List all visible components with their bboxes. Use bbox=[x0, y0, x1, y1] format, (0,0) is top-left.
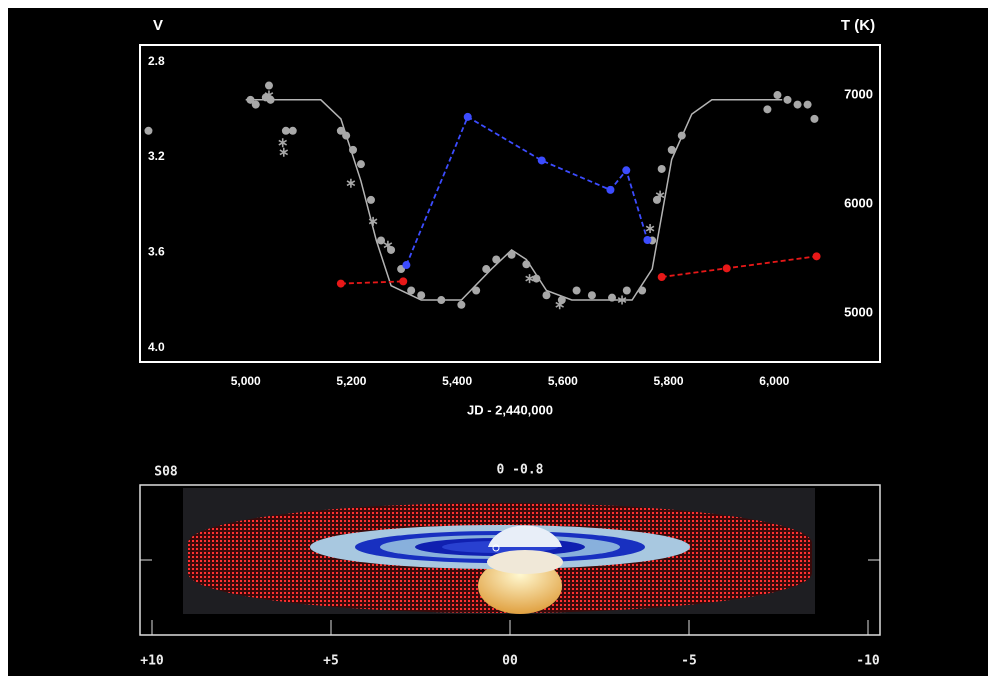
data-point bbox=[336, 126, 345, 135]
asterisk-point bbox=[525, 274, 534, 284]
y-tick-label: 4.0 bbox=[148, 340, 165, 354]
asterisk-point bbox=[617, 295, 627, 305]
x-tick-label: 5,800 bbox=[654, 374, 684, 388]
data-point bbox=[144, 126, 153, 135]
data-point bbox=[356, 160, 365, 169]
plot-frame bbox=[139, 44, 881, 363]
annotation: S08 bbox=[154, 465, 178, 480]
line-marker bbox=[402, 261, 411, 270]
data-point bbox=[407, 286, 416, 295]
y-axis-label: V bbox=[153, 17, 163, 34]
y-tick-label: 3.2 bbox=[148, 149, 165, 163]
data-point bbox=[246, 95, 255, 104]
data-line bbox=[340, 280, 404, 285]
data-point bbox=[472, 286, 481, 295]
data-point bbox=[457, 300, 466, 309]
data-point bbox=[264, 81, 273, 90]
data-point bbox=[366, 195, 375, 204]
asterisk-point bbox=[278, 138, 288, 148]
data-point bbox=[608, 293, 617, 302]
data-point bbox=[542, 291, 551, 300]
annotation: 0 -0.8 bbox=[497, 463, 544, 478]
data-point bbox=[251, 100, 260, 109]
data-point bbox=[657, 164, 666, 173]
asterisk-point bbox=[383, 240, 393, 250]
data-point bbox=[507, 250, 516, 259]
y-tick-label: 3.6 bbox=[148, 245, 165, 259]
data-point bbox=[572, 286, 581, 295]
x-tick-label: 5,200 bbox=[336, 374, 366, 388]
data-point bbox=[587, 291, 596, 300]
data-point bbox=[652, 195, 661, 204]
x-tick-label: 6,000 bbox=[759, 374, 789, 388]
x-tick-label: -10 bbox=[856, 654, 880, 669]
data-point bbox=[793, 100, 802, 109]
line-marker bbox=[722, 264, 731, 273]
line-marker bbox=[622, 166, 631, 175]
y2-tick-label: 5000 bbox=[844, 304, 873, 319]
data-point bbox=[266, 95, 275, 104]
data-point bbox=[482, 265, 491, 274]
asterisk-point bbox=[279, 147, 289, 157]
data-line bbox=[245, 99, 783, 301]
line-marker bbox=[812, 252, 821, 261]
data-point bbox=[437, 296, 446, 305]
asterisk-point bbox=[346, 178, 356, 188]
data-line bbox=[405, 115, 649, 266]
y2-axis-label: T (K) bbox=[841, 17, 875, 34]
asterisk-point bbox=[655, 190, 665, 200]
data-point bbox=[492, 255, 501, 264]
data-point bbox=[667, 145, 676, 154]
y-tick-label: 2.8 bbox=[148, 54, 165, 68]
data-point bbox=[281, 126, 290, 135]
x-axis-label: JD - 2,440,000 bbox=[467, 402, 553, 417]
data-point bbox=[622, 286, 631, 295]
data-point bbox=[773, 91, 782, 100]
data-point bbox=[763, 105, 772, 114]
data-point bbox=[342, 131, 351, 140]
data-point bbox=[803, 100, 812, 109]
y2-tick-label: 7000 bbox=[844, 87, 873, 102]
data-point bbox=[638, 286, 647, 295]
data-point bbox=[810, 114, 819, 123]
x-tick-label: 5,600 bbox=[548, 374, 578, 388]
x-tick-label: +10 bbox=[140, 654, 164, 669]
asterisk-point bbox=[555, 300, 564, 310]
line-marker bbox=[463, 112, 472, 121]
line-marker bbox=[537, 156, 546, 165]
x-tick-label: 5,400 bbox=[442, 374, 472, 388]
disk-image bbox=[140, 488, 880, 614]
data-point bbox=[677, 131, 686, 140]
y2-tick-label: 6000 bbox=[844, 195, 873, 210]
data-point bbox=[522, 260, 531, 269]
asterisk-point bbox=[368, 216, 378, 226]
x-tick-label: -5 bbox=[681, 654, 697, 669]
data-point bbox=[349, 145, 358, 154]
x-tick-label: 5,000 bbox=[231, 374, 261, 388]
data-point bbox=[783, 95, 792, 104]
asterisk-point bbox=[264, 90, 274, 100]
asterisk-point bbox=[645, 224, 655, 234]
line-marker bbox=[336, 279, 345, 288]
data-point bbox=[417, 291, 426, 300]
data-point bbox=[532, 274, 541, 283]
x-tick-label: 00 bbox=[502, 654, 518, 669]
line-marker bbox=[643, 235, 652, 244]
x-tick-label: +5 bbox=[323, 654, 339, 669]
data-point bbox=[387, 245, 396, 254]
line-marker bbox=[606, 185, 615, 194]
data-point bbox=[377, 236, 386, 245]
data-point bbox=[288, 126, 297, 135]
line-marker bbox=[657, 273, 666, 282]
line-marker bbox=[399, 277, 408, 286]
